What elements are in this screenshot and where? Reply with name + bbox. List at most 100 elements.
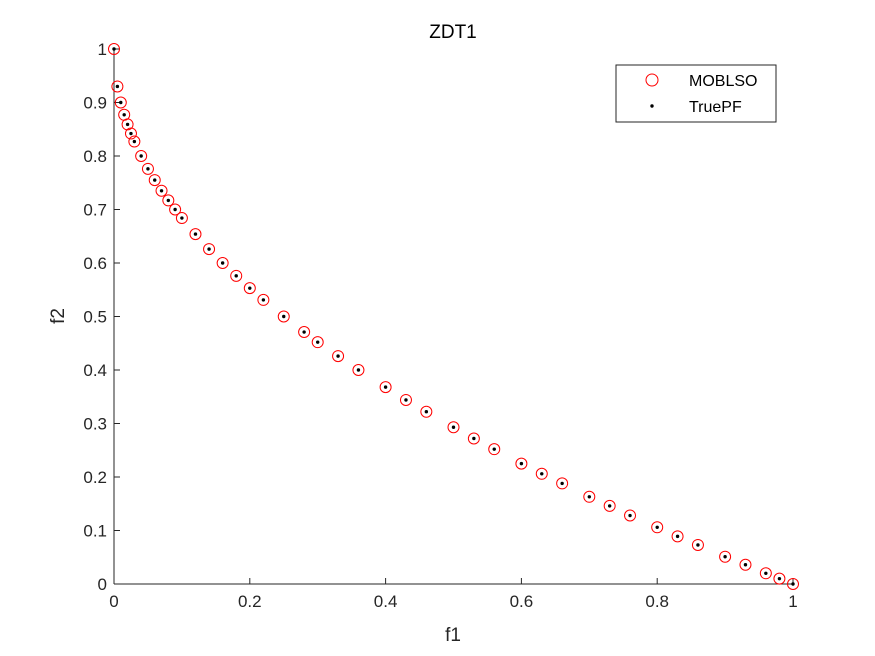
truepf-point (220, 261, 225, 265)
moblso-point (399, 393, 412, 406)
truepf-point (540, 472, 544, 476)
truepf-point (791, 582, 795, 586)
moblso-point (257, 293, 270, 306)
moblso-point (420, 405, 433, 418)
moblso-point (169, 203, 182, 216)
truepf-point (180, 216, 184, 220)
y-tick-label: 0.6 (83, 254, 107, 273)
chart-title: ZDT1 (429, 22, 477, 43)
truepf-point (743, 563, 748, 567)
truepf-point (302, 330, 306, 334)
y-tick-label: 0.3 (83, 415, 107, 434)
truepf-point (159, 189, 164, 193)
truepf-point (234, 274, 238, 278)
truepf-point (282, 314, 286, 319)
truepf-point (173, 207, 177, 212)
data-points (108, 43, 799, 590)
y-axis-label: f2 (48, 308, 69, 324)
ticks: 0 0.2 0.4 0.6 0.8 1 0 0.1 0.2 0.3 0.4 0.5 0.6 0.7 0.8 0… (83, 40, 797, 611)
truepf-point (519, 461, 524, 466)
truepf-point (628, 513, 632, 518)
moblso-point (148, 174, 161, 187)
moblso-point (108, 43, 120, 55)
legend: MOBLSO TruePF (615, 64, 777, 123)
moblso-point (603, 499, 616, 512)
truepf-point (764, 571, 768, 575)
truepf-point (129, 131, 133, 136)
moblso-point (332, 350, 345, 363)
legend-label-moblso: MOBLSO (689, 73, 757, 90)
moblso-point (624, 509, 637, 522)
truepf-point (655, 525, 659, 529)
moblso-point (691, 538, 704, 551)
truepf-point (383, 385, 388, 389)
truepf-point (153, 178, 157, 182)
truepf-point (139, 154, 143, 158)
y-tick-label: 0 (98, 575, 107, 594)
moblso-point (719, 550, 732, 563)
x-tick-label: 0.8 (645, 592, 669, 611)
y-tick-label: 0.2 (83, 468, 107, 487)
moblso-point (671, 530, 684, 543)
truepf-point (492, 447, 496, 451)
moblso-point (277, 310, 290, 323)
truepf-point (777, 576, 782, 581)
moblso-point (739, 558, 752, 571)
truepf-point (193, 232, 198, 236)
truepf-point (451, 425, 456, 429)
moblso-point (651, 521, 664, 534)
x-tick-label: 0.4 (374, 592, 398, 611)
moblso-point (114, 96, 127, 109)
moblso-point (155, 184, 168, 197)
moblso-point (773, 572, 786, 585)
truepf-point (336, 354, 340, 358)
moblso-point (203, 243, 216, 256)
moblso-point (515, 457, 528, 470)
moblso-point (111, 80, 124, 93)
y-tick-label: 0.9 (83, 94, 107, 113)
truepf-point (696, 543, 700, 547)
moblso-point (556, 477, 569, 490)
y-tick-label: 0.1 (83, 522, 107, 541)
truepf-point (472, 436, 476, 441)
truepf-point (316, 340, 320, 344)
x-tick-label: 0 (109, 592, 118, 611)
moblso-point (535, 467, 548, 480)
moblso-point (128, 135, 141, 148)
moblso-point (583, 490, 596, 503)
moblso-point (216, 257, 229, 269)
moblso-point (787, 578, 799, 590)
y-tick-label: 0.4 (83, 361, 107, 380)
truepf-point (356, 368, 361, 372)
moblso-point (352, 364, 365, 376)
moblso-point (124, 127, 137, 140)
legend-marker-moblso (645, 73, 659, 87)
truepf-point (261, 298, 266, 302)
truepf-point (119, 100, 123, 105)
legend-label-truepf: TruePF (689, 99, 742, 116)
x-tick-label: 0.2 (238, 592, 262, 611)
truepf-point (404, 398, 408, 402)
truepf-point (146, 167, 150, 171)
truepf-point (248, 286, 252, 290)
truepf-point (122, 113, 126, 117)
moblso-point (121, 118, 134, 131)
moblso-point (298, 326, 311, 339)
moblso-point (141, 162, 154, 175)
truepf-point (125, 122, 130, 127)
x-axis-label: f1 (445, 625, 461, 646)
truepf-point (166, 198, 171, 203)
y-tick-label: 0.7 (83, 201, 107, 220)
truepf-point (112, 47, 116, 51)
moblso-point (189, 228, 202, 241)
y-tick-label: 0.5 (83, 308, 107, 327)
truepf-point (424, 410, 429, 414)
moblso-point (488, 443, 501, 456)
truepf-point (560, 481, 564, 486)
moblso-point (379, 381, 392, 394)
y-tick-label: 0.8 (83, 147, 107, 166)
x-tick-label: 0.6 (510, 592, 534, 611)
truepf-point (607, 504, 612, 508)
moblso-point (311, 336, 324, 349)
truepf-point (115, 84, 120, 89)
